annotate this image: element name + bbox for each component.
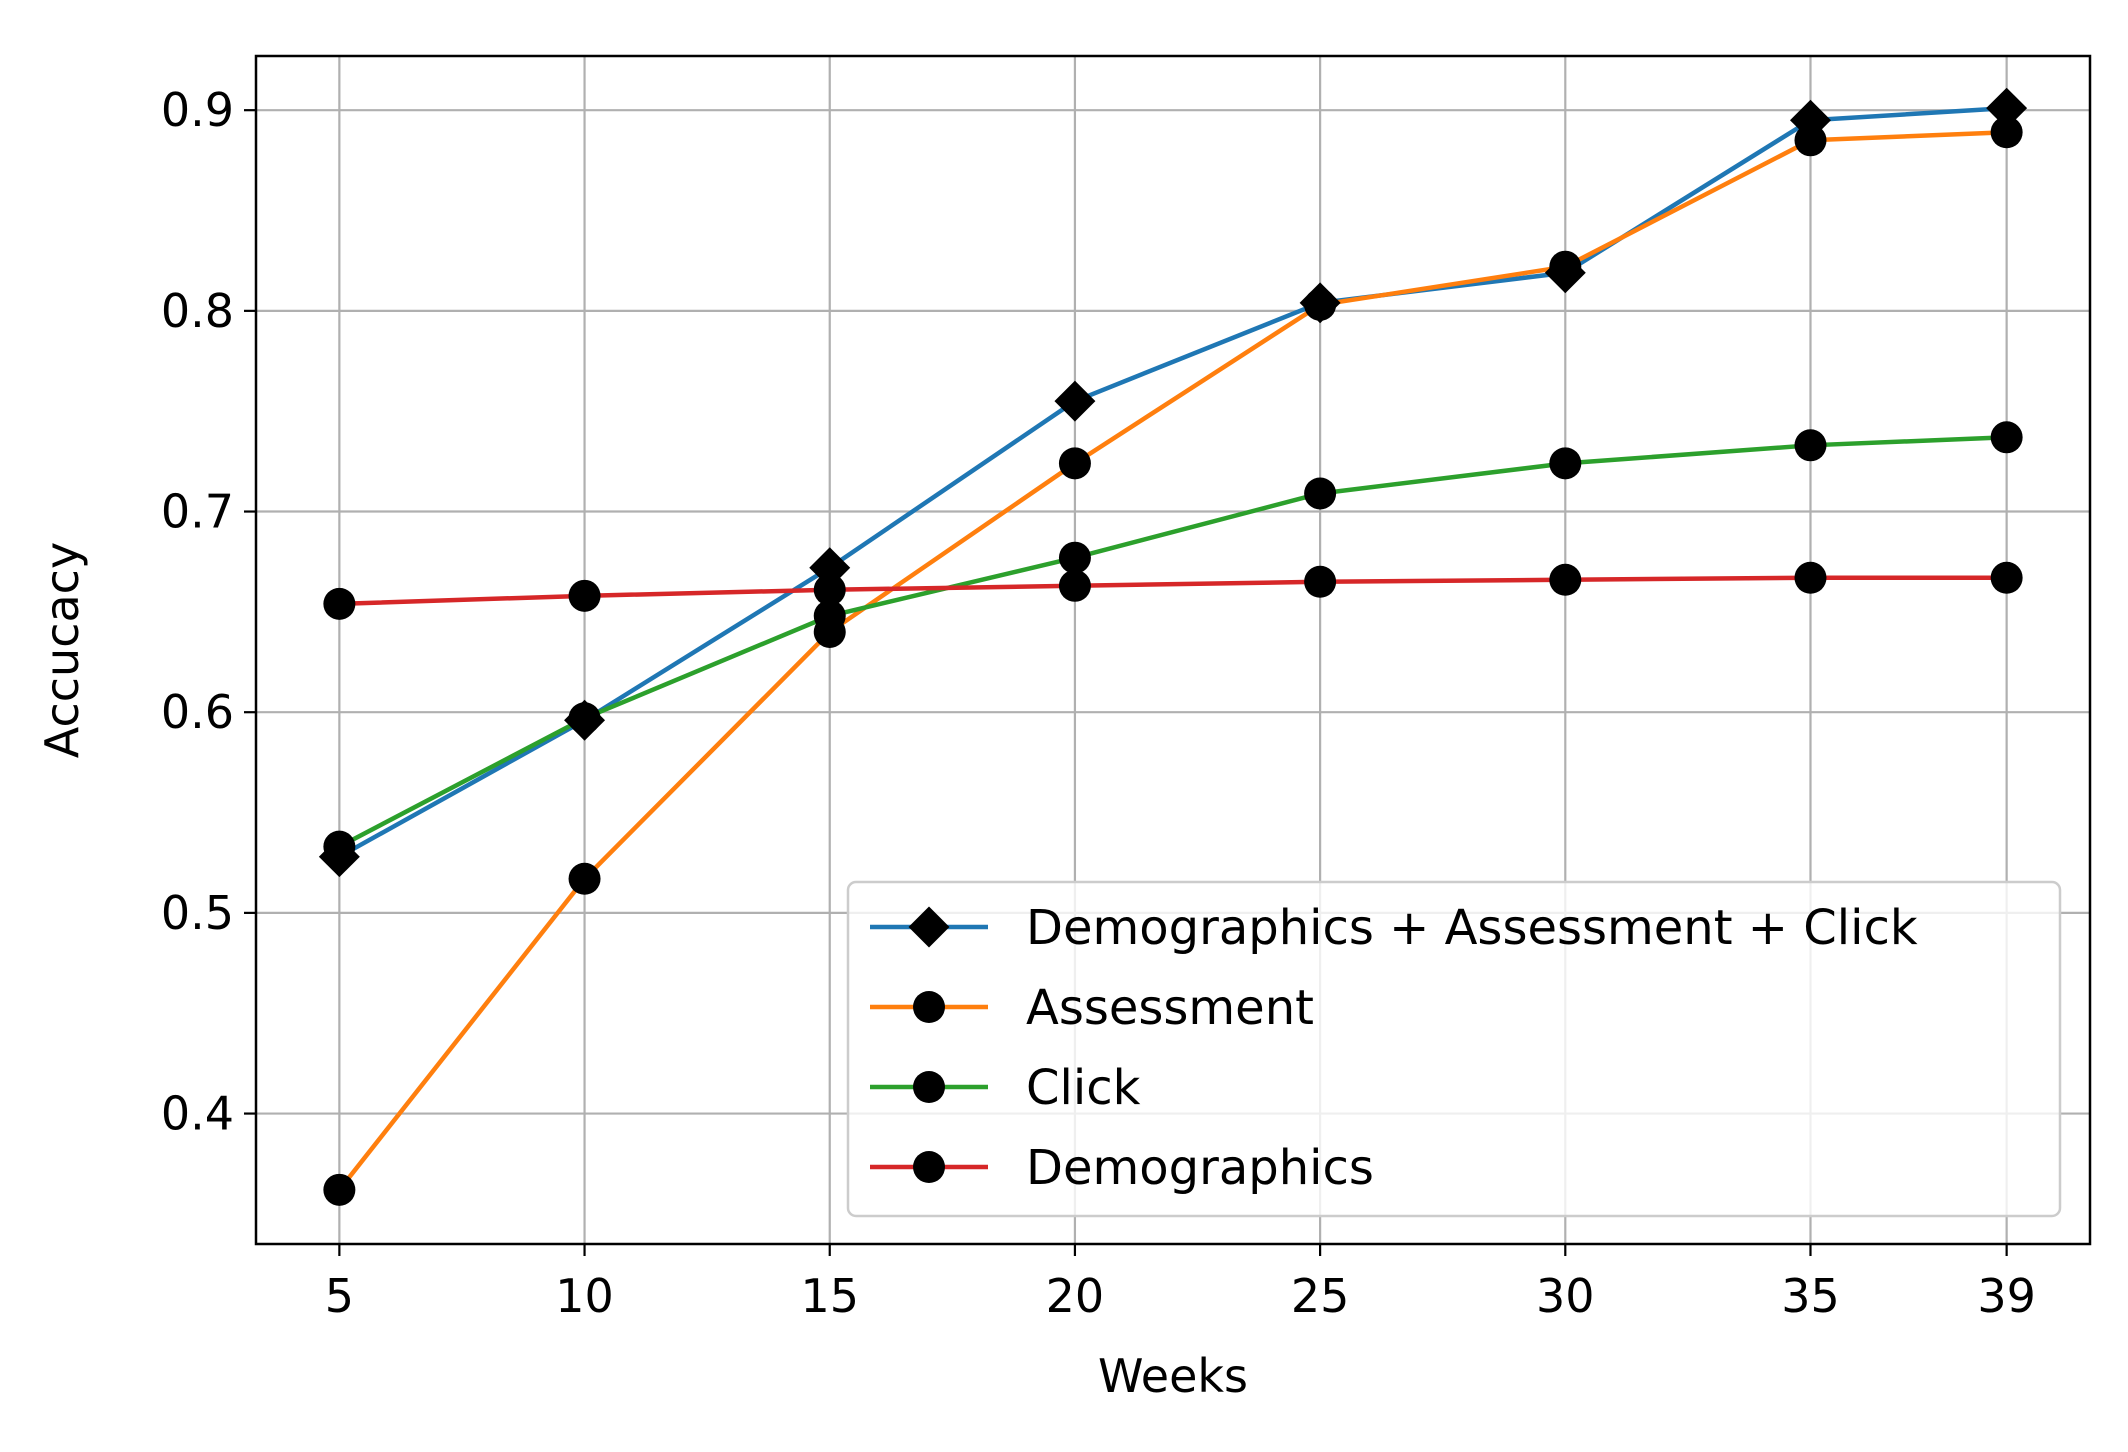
data-point-2-5 (1549, 447, 1582, 480)
legend-label-3: Demographics (1026, 1140, 1374, 1196)
data-point-3-4 (1304, 565, 1337, 598)
data-point-1-6 (1794, 124, 1827, 157)
x-tick-label: 30 (1536, 1269, 1595, 1323)
series-line-3 (339, 575, 2007, 607)
x-tick-label: 15 (800, 1269, 859, 1323)
series-line-2 (338, 435, 2007, 849)
data-point-2-4 (1304, 477, 1337, 510)
data-point-2-7 (1990, 421, 2023, 454)
y-axis-ticks: 0.4 0.5 0.6 0.7 0.8 0.9 (161, 83, 256, 1141)
data-point-0-2 (809, 547, 851, 589)
x-axis-ticks: 5 10 15 20 25 30 35 39 (325, 1244, 2036, 1323)
x-tick-label: 5 (325, 1269, 354, 1323)
x-tick-label: 25 (1291, 1269, 1350, 1323)
x-tick-label: 39 (1977, 1269, 2036, 1323)
legend-swatch-marker (913, 1071, 945, 1103)
x-tick-label: 10 (555, 1269, 614, 1323)
legend-label-1: Assessment (1026, 980, 1314, 1036)
data-point-3-1 (568, 579, 601, 612)
y-tick-label: 0.7 (161, 485, 234, 539)
data-point-3-5 (1549, 563, 1582, 596)
x-tick-label: 20 (1046, 1269, 1105, 1323)
series-markers (318, 87, 2028, 1206)
y-tick-label: 0.6 (161, 685, 234, 739)
data-point-1-3 (1058, 447, 1091, 480)
legend-swatch-marker (913, 1151, 945, 1183)
x-tick-label: 35 (1781, 1269, 1840, 1323)
data-point-3-0 (323, 587, 356, 620)
y-tick-label: 0.9 (161, 83, 234, 137)
data-point-1-0 (323, 1173, 356, 1206)
data-point-2-3 (1058, 541, 1091, 574)
legend-swatch-marker (908, 906, 950, 948)
data-point-0-3 (1054, 380, 1096, 422)
legend: Demographics + Assessment + Click Assessm… (846, 880, 2062, 1218)
data-point-0-7 (1986, 87, 2028, 129)
y-tick-label: 0.8 (161, 284, 234, 338)
series-line-1 (337, 130, 2007, 1192)
legend-label-2: Click (1026, 1060, 1141, 1116)
series-line-0 (338, 105, 2007, 859)
data-point-2-6 (1794, 429, 1827, 462)
legend-label-0: Demographics + Assessment + Click (1026, 900, 1918, 956)
legend-swatch-marker (913, 991, 945, 1023)
data-point-3-3 (1058, 569, 1091, 602)
y-axis-label: Accucacy (35, 542, 89, 758)
data-point-3-2 (813, 573, 846, 606)
data-point-2-0 (323, 830, 356, 863)
series-lines (337, 105, 2007, 1192)
data-point-3-6 (1794, 561, 1827, 594)
x-axis-label: Weeks (1098, 1349, 1248, 1403)
data-point-2-2 (813, 599, 846, 632)
data-point-1-5 (1549, 250, 1582, 283)
legend-box (846, 880, 2062, 1218)
y-tick-label: 0.4 (161, 1087, 234, 1141)
data-point-3-7 (1990, 561, 2023, 594)
data-point-1-7 (1990, 116, 2023, 149)
data-point-1-4 (1304, 288, 1337, 321)
y-tick-label: 0.5 (161, 886, 234, 940)
data-point-1-1 (568, 862, 601, 895)
plot-frame (254, 54, 2092, 1246)
data-point-2-1 (568, 702, 601, 735)
